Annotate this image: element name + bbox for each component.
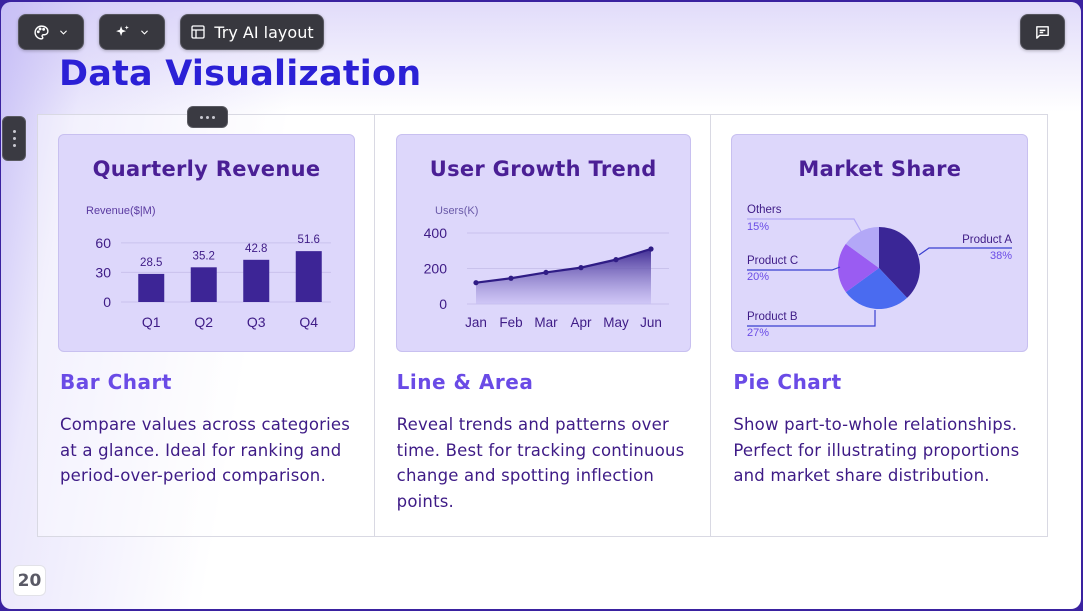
y-tick-label: 60 bbox=[95, 235, 111, 251]
y-tick-label: 0 bbox=[103, 294, 111, 310]
x-tick-label: Mar bbox=[534, 315, 558, 330]
try-ai-layout-label: Try AI layout bbox=[214, 22, 314, 42]
x-tick-label: Jan bbox=[465, 315, 487, 330]
visualization-grid: Quarterly Revenue Revenue($|M) 0 30 60 28.5 Q… bbox=[37, 114, 1048, 537]
ai-magic-button[interactable] bbox=[99, 14, 165, 50]
y-axis-label: Users(K) bbox=[435, 205, 478, 217]
block-drag-handle[interactable] bbox=[187, 106, 228, 128]
bar bbox=[138, 273, 165, 302]
chart-title: Market Share bbox=[798, 157, 962, 181]
data-label: 42.8 bbox=[245, 243, 267, 255]
data-point bbox=[508, 275, 514, 281]
slice-label: Product C bbox=[747, 255, 798, 267]
column-heading: Line & Area bbox=[396, 370, 534, 394]
pie-slice bbox=[846, 227, 880, 268]
column-description: Reveal trends and patterns over time. Be… bbox=[396, 415, 685, 511]
x-tick-label: Q2 bbox=[194, 314, 213, 330]
y-tick-label: 200 bbox=[423, 261, 447, 277]
palette-icon bbox=[34, 24, 49, 40]
column-heading: Pie Chart bbox=[733, 370, 842, 394]
page-title[interactable]: Data Visualization bbox=[59, 54, 422, 94]
chart-title: User Growth Trend bbox=[429, 157, 657, 181]
chevron-down-icon bbox=[141, 30, 148, 35]
data-point bbox=[613, 257, 619, 263]
pie-chart: Product A 38% Product B 27% Product C 20% Othe… bbox=[747, 204, 1013, 339]
pie-slice bbox=[879, 227, 921, 298]
column-description: Compare values across categories at a gl… bbox=[60, 415, 351, 485]
x-tick-label: Q4 bbox=[299, 314, 318, 330]
side-drag-handle[interactable] bbox=[2, 116, 26, 161]
theme-button[interactable] bbox=[18, 14, 84, 50]
x-tick-label: Q3 bbox=[247, 314, 266, 330]
comment-icon bbox=[1036, 25, 1049, 39]
bar-chart-card: Quarterly Revenue Revenue($|M) 0 30 60 28.5 Q… bbox=[58, 134, 355, 352]
page-number-badge[interactable]: 20 bbox=[13, 565, 46, 596]
y-tick-label: 30 bbox=[95, 264, 111, 280]
column-description: Show part-to-whole relationships. Perfec… bbox=[733, 415, 1020, 485]
slice-value-label: 15% bbox=[747, 221, 769, 233]
pie-chart-card: Market Share Product A 38% Product B 27% Pro… bbox=[731, 134, 1029, 352]
data-point bbox=[473, 280, 479, 286]
leader-line bbox=[747, 266, 841, 271]
try-ai-layout-button[interactable]: Try AI layout bbox=[180, 14, 324, 50]
bar-chart: Revenue($|M) 0 30 60 28.5 Q1 35.2 Q2 42.8 Q3 51.6 Q… bbox=[86, 205, 331, 330]
slice-value-label: 27% bbox=[747, 327, 769, 339]
layout-icon bbox=[191, 25, 206, 39]
pie-slice bbox=[846, 268, 908, 309]
sparkle-icon bbox=[116, 24, 129, 36]
series-line bbox=[475, 247, 651, 284]
column-heading: Bar Chart bbox=[60, 370, 172, 394]
comments-button[interactable] bbox=[1020, 14, 1065, 50]
column-bar-chart[interactable]: Quarterly Revenue Revenue($|M) 0 30 60 28.5 Q… bbox=[38, 115, 375, 536]
slice-value-label: 38% bbox=[990, 250, 1012, 262]
leader-line bbox=[747, 310, 876, 327]
y-tick-label: 400 bbox=[423, 225, 447, 241]
data-point bbox=[578, 265, 584, 271]
data-point bbox=[648, 246, 654, 252]
x-tick-label: May bbox=[603, 315, 629, 330]
column-line-area[interactable]: User Growth Trend Users(K) 0 200 400 Jan Feb M… bbox=[375, 115, 712, 536]
area-chart: Users(K) 0 200 400 Jan Feb Mar Apr May Jun bbox=[423, 205, 669, 330]
x-tick-label: Feb bbox=[499, 315, 522, 330]
slice-label: Product B bbox=[747, 311, 798, 323]
data-point bbox=[543, 269, 549, 276]
x-tick-label: Jun bbox=[640, 315, 662, 330]
leader-line bbox=[918, 247, 1013, 256]
data-label: 51.6 bbox=[298, 234, 320, 246]
line-chart-card: User Growth Trend Users(K) 0 200 400 Jan Feb M… bbox=[395, 134, 691, 352]
bar bbox=[243, 259, 270, 302]
data-label: 28.5 bbox=[140, 257, 162, 269]
x-tick-label: Q1 bbox=[142, 314, 161, 330]
chevron-down-icon bbox=[60, 30, 67, 35]
column-pie-chart[interactable]: Market Share Product A 38% Product B 27% Pro… bbox=[711, 115, 1047, 536]
bar bbox=[190, 267, 217, 302]
x-tick-label: Apr bbox=[570, 315, 592, 330]
y-tick-label: 0 bbox=[439, 296, 447, 312]
data-label: 35.2 bbox=[193, 250, 215, 262]
slice-label: Product A bbox=[962, 234, 1012, 246]
leader-line bbox=[747, 218, 864, 236]
slice-value-label: 20% bbox=[747, 271, 769, 283]
chart-title: Quarterly Revenue bbox=[92, 157, 321, 181]
y-axis-label: Revenue($|M) bbox=[86, 205, 156, 217]
bar bbox=[295, 251, 322, 302]
slice-label: Others bbox=[747, 204, 782, 216]
pie-slice bbox=[838, 243, 880, 293]
